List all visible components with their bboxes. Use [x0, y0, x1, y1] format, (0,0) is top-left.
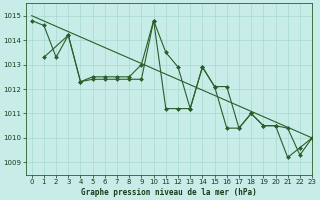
X-axis label: Graphe pression niveau de la mer (hPa): Graphe pression niveau de la mer (hPa) [81, 188, 257, 197]
